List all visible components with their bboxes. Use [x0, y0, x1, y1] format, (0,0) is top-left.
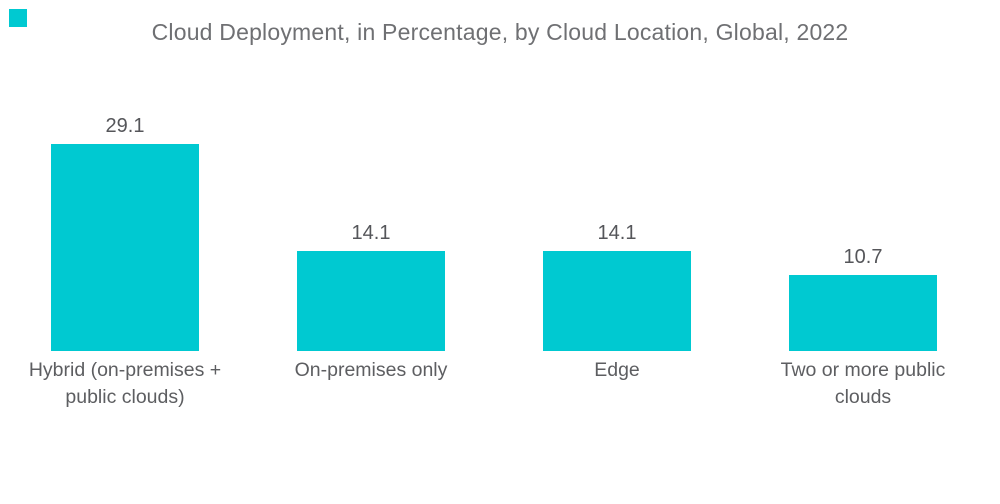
category-cell: Two or more public clouds: [740, 357, 986, 411]
bar-group-on-premises: 14.1: [248, 100, 494, 351]
bar-edge: [543, 251, 691, 351]
category-cell: On-premises only: [248, 357, 494, 411]
bar-group-edge: 14.1: [494, 100, 740, 351]
category-cell: Edge: [494, 357, 740, 411]
bar-two-or-more: [789, 275, 937, 351]
bar-group-two-or-more: 10.7: [740, 100, 986, 351]
bar-plot-area: 29.1 14.1 14.1 10.7: [2, 100, 986, 351]
bar-group-hybrid: 29.1: [2, 100, 248, 351]
category-label-hybrid: Hybrid (on-premises + public clouds): [28, 359, 222, 408]
category-axis: Hybrid (on-premises + public clouds) On-…: [2, 357, 986, 411]
bar-on-premises: [297, 251, 445, 351]
category-label-edge: Edge: [594, 359, 640, 381]
bar-value-label: 29.1: [105, 115, 145, 137]
bar-value-label: 14.1: [351, 222, 391, 244]
bar-hybrid: [51, 144, 199, 351]
bar-value-label: 14.1: [597, 222, 637, 244]
category-label-on-premises: On-premises only: [294, 359, 448, 381]
category-cell: Hybrid (on-premises + public clouds): [2, 357, 248, 411]
category-label-two-or-more: Two or more public clouds: [780, 359, 946, 408]
bar-value-label: 10.7: [843, 246, 883, 268]
brand-square-logo: [9, 9, 27, 27]
chart-title: Cloud Deployment, in Percentage, by Clou…: [151, 19, 849, 45]
